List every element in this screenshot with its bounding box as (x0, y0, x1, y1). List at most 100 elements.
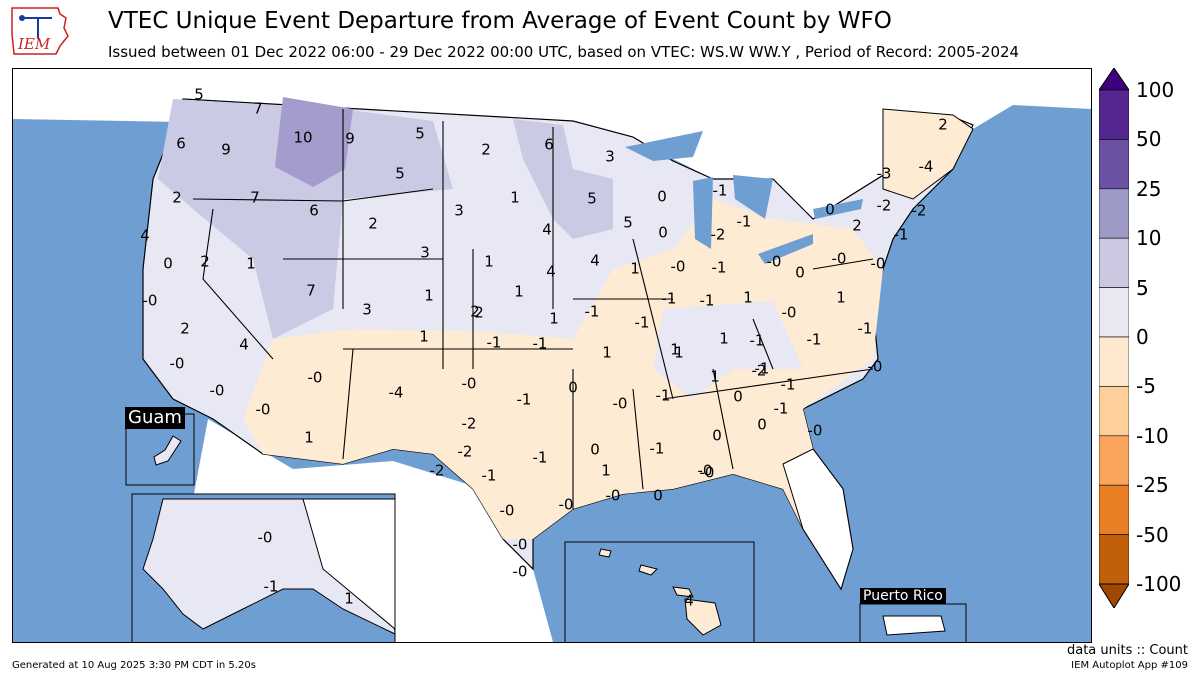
wfo-value: 1 (719, 330, 729, 348)
lake-michigan (693, 177, 713, 249)
wfo-value: -1 (700, 292, 715, 310)
colorbar-segment (1099, 534, 1129, 585)
lake-ontario (813, 199, 863, 219)
lake-huron (733, 175, 773, 219)
wfo-value: -2 (752, 362, 767, 380)
wfo-value: 0 (590, 441, 600, 459)
wfo-value: 0 (653, 487, 663, 505)
wfo-value: 7 (250, 189, 260, 207)
wfo-value: 5 (587, 190, 597, 208)
wfo-value: 5 (194, 86, 204, 104)
colorbar-blocks (1099, 89, 1129, 585)
wfo-value: -0 (513, 536, 528, 554)
wfo-value: 1 (743, 289, 753, 307)
chart-title: VTEC Unique Event Departure from Average… (108, 8, 892, 34)
colorbar-tick-label: -25 (1136, 473, 1169, 498)
wfo-value: 4 (239, 336, 249, 354)
wfo-value: -2 (877, 197, 892, 215)
wfo-value: 7 (306, 282, 316, 300)
hawaii-inset (564, 541, 755, 642)
wfo-value: -2 (711, 226, 726, 244)
wfo-value: 4 (542, 221, 552, 239)
wfo-value: 5 (415, 125, 425, 143)
wfo-value: -4 (919, 158, 934, 176)
wfo-value: 2 (474, 304, 484, 322)
ohio-valley-region (653, 301, 803, 399)
wfo-value: 1 (670, 341, 680, 359)
wfo-value: 5 (623, 214, 633, 232)
wfo-value: -1 (517, 391, 532, 409)
montana-region (275, 97, 353, 187)
wfo-value: 0 (568, 379, 578, 397)
colorbar (1099, 68, 1129, 608)
wfo-value: 6 (309, 202, 319, 220)
wfo-value: -1 (737, 213, 752, 231)
wfo-value: -1 (894, 226, 909, 244)
wfo-value: -2 (912, 202, 927, 220)
wfo-value: -0 (210, 382, 225, 400)
wfo-value: 0 (658, 224, 668, 242)
colorbar-tick-label: 5 (1136, 275, 1149, 300)
wfo-value: 2 (938, 116, 948, 134)
wfo-value: 3 (362, 301, 372, 319)
wfo-value: -0 (808, 422, 823, 440)
colorbar-tick-label: 25 (1136, 176, 1162, 201)
wfo-value: -0 (258, 529, 273, 547)
colorbar-tick-label: -5 (1136, 374, 1156, 399)
wfo-value: -0 (871, 255, 886, 273)
wfo-value: 1 (419, 328, 429, 346)
colorbar-top-arrow (1099, 68, 1129, 91)
iem-logo: IEM (11, 7, 69, 55)
wfo-value: 0 (733, 388, 743, 406)
guam-island (153, 435, 182, 466)
app-id-label: IEM Autoplot App #109 (1071, 660, 1188, 671)
wfo-value: 7 (253, 100, 263, 118)
wfo-value: -0 (308, 369, 323, 387)
wfo-value: -0 (606, 487, 621, 505)
wfo-value: -0 (767, 253, 782, 271)
florida-region (782, 448, 854, 591)
wfo-value: -0 (782, 304, 797, 322)
wfo-value: 9 (221, 141, 231, 159)
wfo-value: 4 (684, 592, 694, 610)
wfo-value: -0 (559, 496, 574, 514)
colorbar-bottom-arrow (1099, 583, 1129, 608)
colorbar-tick-label: -100 (1136, 572, 1182, 596)
svg-text:IEM: IEM (17, 35, 51, 53)
wfo-value: 1 (601, 462, 611, 480)
wfo-value: 2 (470, 303, 480, 321)
wfo-value: -1 (713, 182, 728, 200)
wfo-value: 5 (395, 165, 405, 183)
colorbar-segment (1099, 386, 1129, 437)
colorbar-tick-label: 100 (1136, 78, 1175, 102)
wfo-value: 6 (176, 135, 186, 153)
wfo-value: 0 (825, 201, 835, 219)
wfo-value: -0 (462, 375, 477, 393)
wfo-value: -1 (712, 259, 727, 277)
colorbar-tick-label: -50 (1136, 522, 1169, 547)
wfo-value: 2 (200, 253, 210, 271)
wfo-value: -0 (170, 355, 185, 373)
wfo-value: 1 (836, 289, 846, 307)
colorbar-tick-label: 10 (1136, 226, 1162, 251)
wfo-value: -1 (750, 332, 765, 350)
puerto-rico-island (882, 615, 946, 636)
wfo-value: 3 (605, 148, 615, 166)
state-borders (192, 109, 874, 509)
wfo-value: -3 (877, 165, 892, 183)
wfo-value: -0 (256, 401, 271, 419)
wfo-value: 4 (590, 252, 600, 270)
lake-erie (758, 234, 813, 264)
wfo-value: 0 (657, 188, 667, 206)
wfo-value: 1 (344, 590, 354, 608)
colorbar-segment (1099, 435, 1129, 486)
canada-inset-land (302, 498, 396, 631)
wfo-value: 2 (368, 215, 378, 233)
colorbar-tick-label: 0 (1136, 325, 1149, 349)
wfo-value: -1 (755, 360, 770, 378)
wfo-value: 4 (140, 227, 150, 245)
wfo-value: -4 (389, 384, 404, 402)
generated-note: Generated at 10 Aug 2025 3:30 PM CDT in … (12, 660, 256, 671)
wfo-value: 0 (163, 255, 173, 273)
wfo-value: 1 (514, 283, 524, 301)
